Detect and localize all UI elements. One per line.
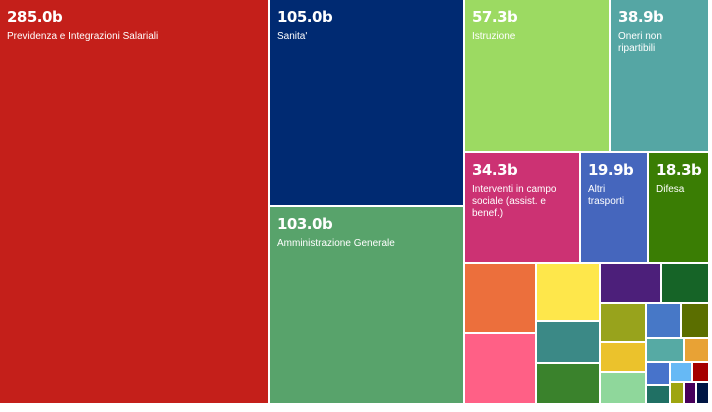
tile-value-label: 18.3b (656, 161, 702, 179)
tile-category-label: Previdenza e Integrazioni Salariali (7, 31, 159, 42)
treemap-tile-small[interactable] (647, 304, 682, 339)
tile-value-label: 57.3b (472, 8, 518, 26)
treemap-tile-small[interactable] (465, 264, 537, 334)
treemap-tile-small[interactable] (465, 334, 537, 405)
treemap-tile-small[interactable] (601, 304, 647, 343)
tile-value-label: 285.0b (7, 8, 63, 26)
treemap-tile-small[interactable] (537, 364, 601, 405)
treemap-tile-oneri-non-ripartibili[interactable]: 38.9b Oneri non ripartibili (611, 0, 710, 153)
treemap-tile-small[interactable] (682, 304, 710, 339)
tile-category-label: Interventi in campo sociale (assist. e b… (472, 184, 557, 219)
treemap-tile-small[interactable] (601, 373, 647, 405)
treemap-tile-small[interactable] (685, 383, 697, 405)
treemap-tile-altri-trasporti[interactable]: 19.9b Altri trasporti (581, 153, 649, 264)
tile-category-label: Istruzione (472, 31, 516, 42)
treemap-tile-previdenza-e-integrazioni-salariali[interactable]: 285.0b Previdenza e Integrazioni Salarial… (0, 0, 270, 405)
tile-value-label: 38.9b (618, 8, 664, 26)
treemap-tile-small[interactable] (601, 264, 662, 304)
treemap-tile-sanita[interactable]: 105.0b Sanita' (270, 0, 465, 207)
treemap-tile-small[interactable] (662, 264, 710, 304)
tile-value-label: 105.0b (277, 8, 333, 26)
treemap-tile-small[interactable] (601, 343, 647, 373)
treemap-tile-small[interactable] (685, 339, 710, 363)
treemap-tile-small[interactable] (671, 363, 693, 383)
treemap-tile-small[interactable] (647, 363, 671, 386)
treemap-tile-amministrazione-generale[interactable]: 103.0b Amministrazione Generale (270, 207, 465, 405)
tile-category-label: Oneri non ripartibili (618, 31, 662, 54)
treemap-tile-small[interactable] (537, 264, 601, 322)
tile-category-label: Altri trasporti (588, 184, 625, 207)
tile-value-label: 34.3b (472, 161, 518, 179)
treemap-tile-small[interactable] (537, 322, 601, 364)
treemap-tile-small[interactable] (647, 386, 671, 405)
treemap-tile-small[interactable] (671, 383, 685, 405)
tile-category-label: Difesa (656, 184, 685, 195)
treemap-tile-istruzione[interactable]: 57.3b Istruzione (465, 0, 611, 153)
treemap-tile-small[interactable] (693, 363, 710, 383)
treemap-tile-difesa[interactable]: 18.3b Difesa (649, 153, 710, 264)
tile-value-label: 19.9b (588, 161, 634, 179)
tile-value-label: 103.0b (277, 215, 333, 233)
treemap-tile-interventi-in-campo-sociale-assist-e-benef[interactable]: 34.3b Interventi in campo sociale (assist… (465, 153, 581, 264)
treemap-tile-small[interactable] (647, 339, 685, 363)
tile-category-label: Sanita' (277, 31, 308, 42)
treemap-tile-small[interactable] (697, 383, 710, 405)
tile-category-label: Amministrazione Generale (277, 238, 395, 249)
